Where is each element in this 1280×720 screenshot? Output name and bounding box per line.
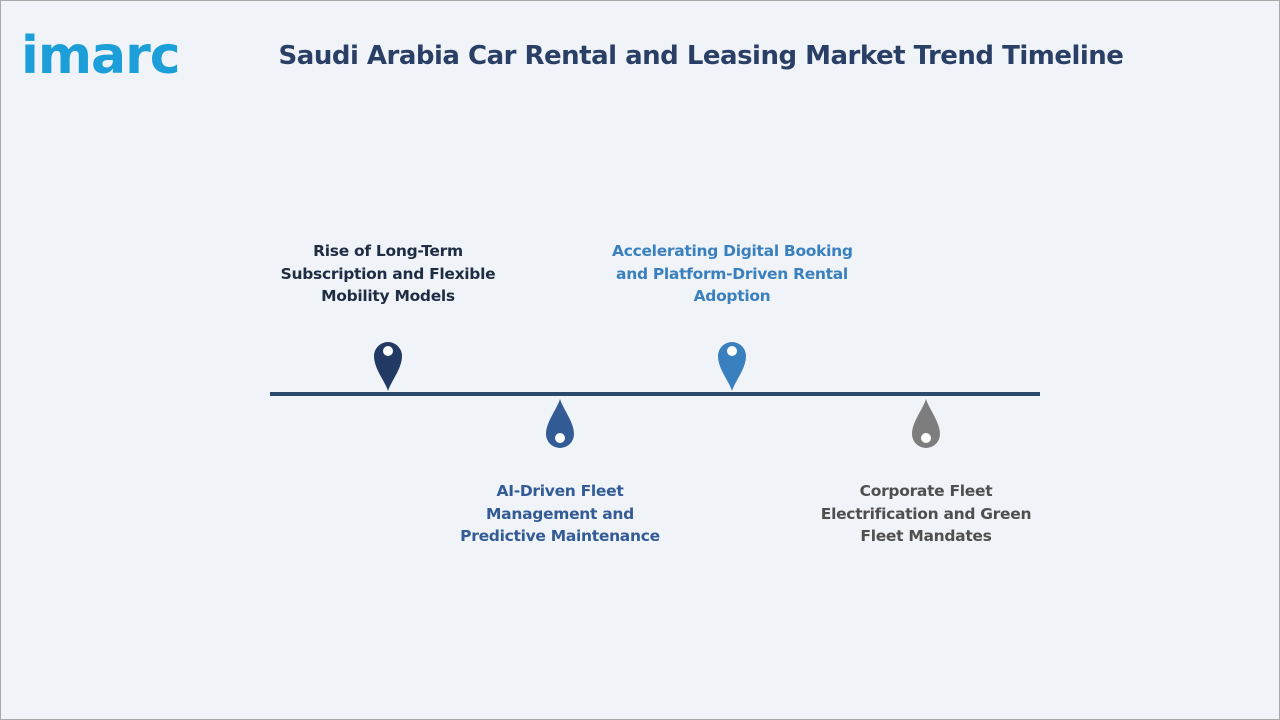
timeline-event-label: Rise of Long-Term Subscription and Flexib…: [268, 240, 508, 308]
event-label-line: Predictive Maintenance: [460, 527, 660, 545]
timeline-event-label: Corporate Fleet Electrification and Green…: [806, 480, 1046, 548]
timeline-event-label: AI-Driven Fleet Management and Predictive …: [440, 480, 680, 548]
markers-layer: [374, 342, 940, 448]
event-label-line: and Platform-Driven Rental: [616, 264, 848, 283]
page-title: Saudi Arabia Car Rental and Leasing Mark…: [278, 41, 1124, 71]
map-pin-icon: [546, 399, 574, 448]
map-pin-icon: [912, 399, 940, 448]
event-label-line: Adoption: [693, 287, 771, 305]
event-label-line: Management and: [486, 504, 634, 523]
imarc-logo: imarc: [17, 13, 207, 86]
event-label-line: Corporate Fleet: [859, 482, 993, 500]
event-label-line: Fleet Mandates: [860, 527, 992, 545]
event-label-line: AI-Driven Fleet: [496, 482, 624, 500]
pin-hole: [727, 346, 737, 356]
timeline-marker: [718, 342, 746, 391]
event-label-line: Rise of Long-Term: [313, 242, 463, 260]
pin-hole: [555, 433, 565, 443]
event-label-line: Accelerating Digital Booking: [612, 242, 853, 260]
event-label-line: Subscription and Flexible: [280, 264, 496, 283]
timeline-marker: [374, 342, 402, 391]
pin-hole: [383, 346, 393, 356]
pin-hole: [921, 433, 931, 443]
timeline-marker: [546, 399, 574, 448]
event-label-line: Mobility Models: [321, 287, 455, 305]
logo-text: imarc: [21, 26, 180, 83]
timeline-event-label: Accelerating Digital Booking and Platform…: [612, 240, 853, 308]
map-pin-icon: [718, 342, 746, 391]
timeline-marker: [912, 399, 940, 448]
event-label-line: Electrification and Green: [820, 504, 1032, 523]
imarc-logo-mark: imarc: [21, 26, 181, 86]
map-pin-icon: [374, 342, 402, 391]
